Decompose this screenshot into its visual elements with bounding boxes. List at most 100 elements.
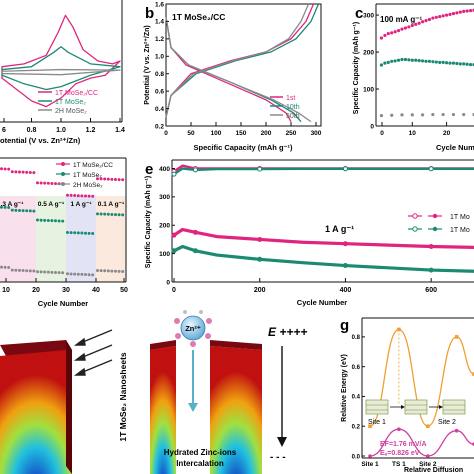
point-d-s1-2-305 bbox=[66, 193, 69, 197]
point-d-s3-0-109 bbox=[7, 265, 11, 269]
point-d-s1-0-121 bbox=[10, 170, 14, 174]
tick-label-c-x-0: 0 bbox=[380, 130, 384, 137]
series-a-line-2 bbox=[1, 46, 121, 91]
point-c-s2-1 bbox=[383, 61, 387, 65]
point-d-s2-1-277 bbox=[57, 219, 61, 223]
point-d-s1-0-181 bbox=[28, 170, 32, 174]
chart-annotation-c: 100 mA g⁻¹ bbox=[380, 15, 422, 24]
tick-label-g-y-2: 0.4 bbox=[352, 395, 361, 401]
tick-label-a-x-2: 1.0 bbox=[56, 127, 66, 134]
point-d-s3-0-157 bbox=[21, 269, 25, 273]
point-g-upper-0 bbox=[368, 424, 372, 429]
point-e-s1-0 bbox=[171, 232, 177, 238]
point-c-s2-24 bbox=[462, 62, 466, 66]
rate-band-d-3 bbox=[66, 196, 96, 282]
chart-annotation-e: 1 A g⁻¹ bbox=[325, 224, 354, 234]
tick-label-c-y-1: 100 bbox=[363, 86, 374, 93]
rate-band-d-2 bbox=[36, 196, 66, 282]
point-d-s3-0-133 bbox=[14, 268, 18, 272]
crystal-ts1 bbox=[404, 399, 428, 415]
point-c-s1-9 bbox=[410, 23, 414, 28]
tick-label-b-x-3: 150 bbox=[236, 130, 247, 137]
point-d-s1-1-241 bbox=[46, 181, 50, 185]
point-c-s2-11 bbox=[417, 58, 421, 63]
point-c-s2-8 bbox=[407, 58, 411, 62]
legend-e-item-2: 1T Mo bbox=[450, 227, 470, 234]
point-c-s3-4 bbox=[420, 113, 425, 117]
point-d-s2-2-317 bbox=[69, 231, 73, 235]
point-d-s3-3-489 bbox=[121, 270, 125, 274]
panel-g: g 0.0 0.2 0.4 0.6 0.8 Site 1 TS 1 Site 2 Relati… bbox=[340, 317, 474, 474]
tick-label-e-y-0: 0 bbox=[166, 279, 170, 286]
series-e-line-1 bbox=[173, 227, 474, 249]
point-d-s3-0-169 bbox=[25, 269, 29, 273]
point-d-s1-0-133 bbox=[14, 170, 18, 174]
point-d-s1-2-341 bbox=[76, 194, 80, 198]
point-c-s2-18 bbox=[441, 60, 445, 65]
label-minus: - - - bbox=[270, 452, 286, 463]
nanosheet-slab-middle-right bbox=[210, 340, 262, 474]
point-d-s2-1-241 bbox=[46, 219, 50, 223]
point-d-s1-3-465 bbox=[114, 177, 117, 181]
point-d-s1-2-365 bbox=[84, 194, 87, 198]
point-d-s3-2-389 bbox=[91, 273, 95, 277]
tick-label-c-y-2: 200 bbox=[363, 49, 374, 56]
legend-d-item-3: 2H MoSe₂ bbox=[73, 182, 103, 189]
point-e-s1-6 bbox=[342, 241, 348, 247]
panel-d: 10 20 30 40 50 .3 A g⁻¹ 0.5 A g⁻¹ 1 A g⁻¹ 0.1 A… bbox=[0, 157, 128, 308]
point-c-s1-10 bbox=[414, 22, 418, 26]
axis-g-xlabel: Relative Diffusion bbox=[404, 467, 463, 474]
tick-label-g-y-3: 0.6 bbox=[352, 365, 361, 371]
point-d-s3-3-405 bbox=[96, 268, 99, 272]
annotation-g-site1: Site 1 bbox=[368, 419, 386, 426]
point-d-s3-3-453 bbox=[110, 269, 114, 273]
series-b-charge-3 bbox=[165, 3, 310, 118]
point-c-s1-0 bbox=[379, 36, 384, 40]
point-c-s1-22 bbox=[455, 11, 459, 15]
tick-label-c-y-0: 0 bbox=[370, 123, 374, 130]
point-d-s1-0-85 bbox=[0, 167, 3, 171]
point-d-s2-0-181 bbox=[28, 209, 32, 213]
point-c-s2-13 bbox=[424, 59, 428, 63]
point-d-s3-0-97 bbox=[3, 265, 7, 269]
tick-label-d-x-1: 20 bbox=[32, 287, 40, 294]
point-e-s2-2 bbox=[192, 248, 198, 254]
point-g-upper-3 bbox=[454, 335, 459, 339]
legend-e-item-1: 1T Mo bbox=[450, 214, 470, 221]
point-d-s1-1-229 bbox=[43, 181, 47, 185]
point-e-s4-0 bbox=[171, 171, 177, 177]
point-d-s3-1-277 bbox=[57, 271, 61, 275]
legend-d-item-1: 1T MoSe₂/CC bbox=[73, 162, 113, 169]
tick-label-g-x-0: Site 1 bbox=[361, 461, 379, 468]
point-g-lower-3 bbox=[454, 428, 459, 433]
point-e-s2-6 bbox=[342, 263, 348, 269]
plot-frame-b bbox=[165, 3, 322, 127]
annotation-g-ef: EF=1.76 mV/A bbox=[380, 441, 427, 448]
tick-label-b-x-5: 250 bbox=[286, 130, 297, 137]
tick-label-g-x-1: TS 1 bbox=[392, 461, 406, 468]
axis-e-xlabel: Cycle Number bbox=[297, 298, 348, 307]
point-c-s2-14 bbox=[427, 59, 432, 63]
point-c-s1-26 bbox=[468, 9, 473, 13]
point-d-s2-2-305 bbox=[66, 230, 69, 234]
point-g-lower-1 bbox=[397, 427, 401, 432]
point-c-s1-17 bbox=[438, 14, 442, 19]
tick-label-b-x-4: 200 bbox=[261, 130, 272, 137]
chart-title-b: 1T MoSe₂/CC bbox=[172, 12, 225, 22]
point-d-s1-0-109 bbox=[7, 167, 11, 171]
tick-label-b-y-0: 0.2 bbox=[155, 123, 164, 130]
axis-b-ylabel: Potential (V vs. Zn²⁺/Zn) bbox=[144, 25, 151, 105]
point-d-s2-0-97 bbox=[3, 205, 7, 209]
point-d-s1-3-453 bbox=[110, 177, 114, 181]
tick-label-g-x-2: Site 2 bbox=[419, 461, 437, 468]
point-c-s1-2 bbox=[386, 31, 390, 36]
point-d-s3-0-145 bbox=[18, 268, 21, 272]
point-c-s1-25 bbox=[465, 9, 469, 13]
tick-label-d-x-4: 50 bbox=[120, 287, 128, 294]
rate-band-d-1 bbox=[0, 196, 36, 282]
point-d-s1-0-169 bbox=[25, 170, 29, 174]
rate-band-d-4 bbox=[96, 196, 126, 282]
point-c-s1-5 bbox=[396, 29, 401, 33]
crystal-site2 bbox=[442, 399, 466, 415]
point-d-s2-0-145 bbox=[18, 208, 21, 212]
